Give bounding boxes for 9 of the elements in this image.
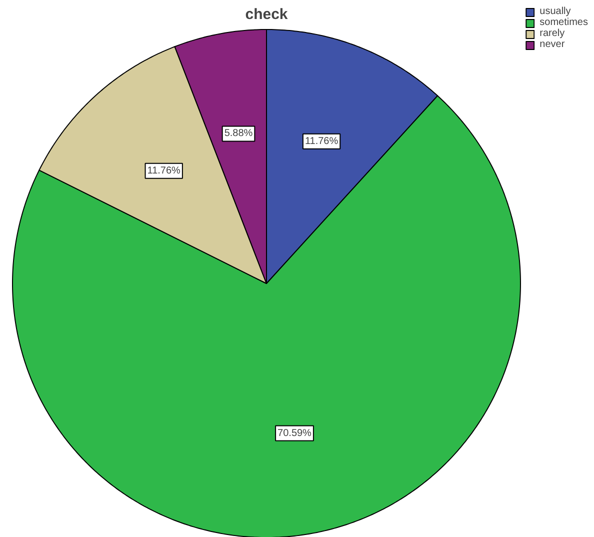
chart-title: check <box>245 6 288 23</box>
legend-label: rarely <box>540 28 565 39</box>
data-label: 11.76% <box>304 136 338 147</box>
legend-label: sometimes <box>540 17 588 28</box>
data-label: 70.59% <box>278 428 312 439</box>
legend-label: usually <box>540 6 571 17</box>
legend-label: never <box>540 39 565 50</box>
data-label: 11.76% <box>147 165 181 176</box>
data-label: 5.88% <box>224 128 253 140</box>
